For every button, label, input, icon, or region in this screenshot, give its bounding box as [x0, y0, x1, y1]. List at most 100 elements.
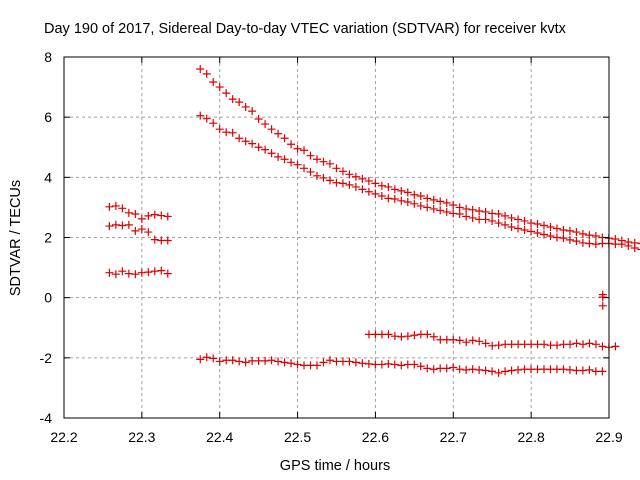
data-point	[591, 240, 600, 249]
data-point	[533, 219, 542, 228]
data-point	[462, 338, 471, 347]
data-point	[267, 125, 276, 134]
data-point	[455, 336, 464, 345]
data-point	[364, 359, 373, 368]
data-point	[241, 102, 250, 111]
data-point	[248, 107, 257, 116]
data-point	[293, 160, 302, 169]
data-point	[546, 222, 555, 231]
data-point	[163, 212, 172, 221]
series-left-top	[105, 201, 172, 223]
data-point	[332, 164, 341, 173]
data-point	[468, 336, 477, 345]
data-point	[410, 199, 419, 208]
data-point	[481, 366, 490, 375]
data-point	[410, 331, 419, 340]
data-point	[274, 129, 283, 138]
data-point	[559, 365, 568, 374]
data-point	[241, 137, 250, 146]
data-point	[442, 207, 451, 216]
data-point	[533, 228, 542, 237]
data-point	[124, 220, 133, 229]
y-axis-label: SDTVAR / TECUs	[8, 180, 24, 296]
data-point	[338, 179, 347, 188]
data-point	[241, 358, 250, 367]
data-point	[449, 201, 458, 210]
data-point	[111, 201, 120, 210]
data-point	[416, 201, 425, 210]
data-point	[552, 233, 561, 242]
data-point	[598, 293, 607, 302]
data-point	[144, 268, 153, 277]
data-point	[578, 238, 587, 247]
data-point	[637, 248, 640, 251]
data-point	[494, 210, 503, 219]
data-point	[209, 77, 218, 86]
data-point	[293, 360, 302, 369]
data-point	[325, 159, 334, 168]
data-point	[520, 225, 529, 234]
data-point	[436, 206, 445, 215]
data-point	[137, 268, 146, 277]
data-point	[274, 357, 283, 366]
data-point	[468, 205, 477, 214]
data-point	[111, 270, 120, 279]
data-point	[527, 227, 536, 236]
data-point	[209, 354, 218, 363]
data-point	[481, 339, 490, 348]
data-point	[235, 357, 244, 366]
data-point	[423, 364, 432, 373]
data-point	[364, 187, 373, 196]
data-point	[215, 83, 224, 92]
data-point	[462, 212, 471, 221]
x-tick-label: 22.8	[518, 429, 545, 445]
data-point	[585, 239, 594, 248]
data-point	[319, 157, 328, 166]
series-end-near-zero	[598, 290, 607, 310]
data-point	[345, 180, 354, 189]
data-point	[429, 365, 438, 374]
data-point	[585, 339, 594, 348]
data-point	[578, 340, 587, 349]
data-point	[371, 189, 380, 198]
data-point	[449, 335, 458, 344]
data-point	[384, 194, 393, 203]
data-point	[598, 301, 607, 310]
data-point	[222, 89, 231, 98]
data-point	[384, 182, 393, 191]
data-point	[475, 365, 484, 374]
data-point	[539, 230, 548, 239]
data-point	[552, 224, 561, 233]
data-point	[403, 188, 412, 197]
data-point	[306, 167, 315, 176]
data-point	[274, 152, 283, 161]
data-point	[228, 128, 237, 137]
data-point	[423, 330, 432, 339]
data-point	[539, 221, 548, 230]
data-point	[345, 357, 354, 366]
data-point	[403, 332, 412, 341]
data-point	[585, 231, 594, 240]
data-point	[105, 268, 114, 277]
data-point	[163, 269, 172, 278]
data-point	[377, 360, 386, 369]
data-point	[390, 194, 399, 203]
data-point	[572, 237, 581, 246]
data-point	[546, 231, 555, 240]
data-point	[488, 367, 497, 376]
y-tick-label: 8	[44, 49, 52, 65]
data-point	[591, 340, 600, 349]
data-point	[202, 114, 211, 123]
data-point	[300, 164, 309, 173]
data-point	[325, 356, 334, 365]
data-point	[111, 220, 120, 229]
data-point	[228, 95, 237, 104]
data-point	[261, 145, 270, 154]
data-point	[196, 65, 205, 74]
data-point	[215, 125, 224, 134]
data-point	[507, 366, 516, 375]
x-tick-label: 22.9	[595, 429, 622, 445]
data-point	[390, 185, 399, 194]
data-point	[514, 224, 523, 233]
data-point	[507, 222, 516, 231]
